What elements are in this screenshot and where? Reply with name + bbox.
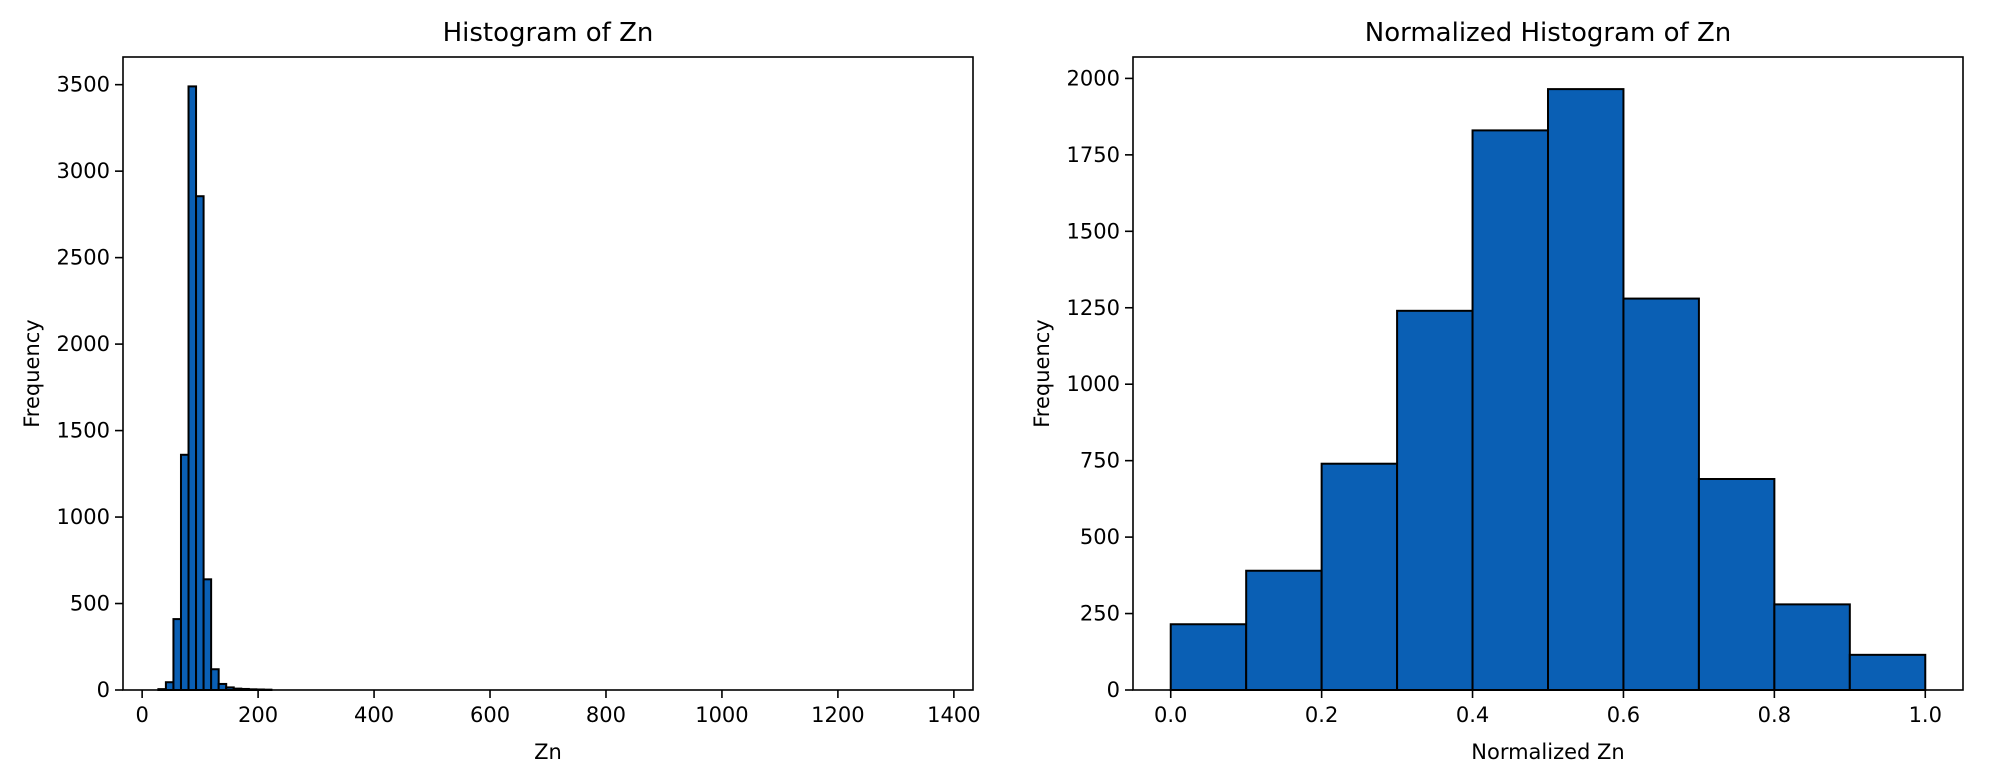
x-tick-label: 1400 [927,703,980,727]
histogram-bar [1773,603,1851,692]
bars [1169,88,1927,692]
y-tick-label: 1250 [1067,296,1120,320]
y-tick-label: 1500 [1067,219,1120,243]
y-tick-label: 250 [1080,602,1120,626]
y-tick-label: 500 [1080,525,1120,549]
y-tick-label: 0 [97,678,110,702]
histogram-bar [1848,653,1927,691]
y-tick-label: 3500 [57,73,110,97]
axis-ticks: 0 200 400 600 800 1000 1200 1400 0 500 1000 1500 200… [57,73,981,727]
chart-title: Histogram of Zn [443,18,654,48]
x-tick-label: 1.0 [1909,703,1942,727]
y-tick-label: 750 [1080,449,1120,473]
x-tick-label: 0.8 [1758,703,1791,727]
chart-title: Normalized Histogram of Zn [1365,18,1731,48]
histogram-bar [1396,309,1474,691]
histogram-bar [1320,462,1399,691]
histogram-zn-chart: Histogram of Zn Zn Frequency 0 200 400 600 8… [20,18,981,764]
x-tick-label: 0.4 [1456,703,1489,727]
x-tick-label: 200 [238,703,278,727]
normalized-histogram-zn-chart: Normalized Histogram of Zn Normalized Zn… [1030,18,1964,764]
y-tick-label: 500 [70,592,110,616]
y-axis-label: Frequency [20,319,44,428]
histogram-bar [179,453,190,692]
y-axis-label: Frequency [1030,319,1054,428]
y-tick-label: 3000 [57,159,110,183]
histogram-bar [217,682,228,691]
y-tick-label: 1500 [57,419,110,443]
x-tick-label: 1200 [811,703,864,727]
x-axis-label: Zn [534,740,562,764]
histogram-bar [187,85,198,692]
axis-ticks: 0.0 0.2 0.4 0.6 0.8 1.0 0 250 500 750 1000 1250 1500… [1067,66,1942,727]
plot-frame [1132,56,1964,691]
histogram-bar [1547,88,1625,691]
histogram-bar [1622,297,1700,691]
histogram-bar [164,681,175,692]
histogram-bar [172,618,182,691]
y-tick-label: 0 [1107,678,1120,702]
y-tick-label: 1000 [57,505,110,529]
y-tick-label: 1750 [1067,143,1120,167]
y-tick-label: 2500 [57,246,110,270]
x-tick-label: 1000 [695,703,748,727]
histogram-bar [210,668,220,692]
y-tick-label: 1000 [1067,372,1120,396]
x-tick-label: 800 [586,703,626,727]
histogram-bar [1169,623,1248,691]
histogram-bar [1471,129,1549,692]
bars [157,85,273,692]
x-tick-label: 0.0 [1154,703,1187,727]
x-tick-label: 600 [470,703,510,727]
x-tick-label: 0.6 [1607,703,1640,727]
y-tick-label: 2000 [1067,66,1120,90]
x-tick-label: 0.2 [1305,703,1338,727]
x-axis-label: Normalized Zn [1471,740,1624,764]
x-tick-label: 0 [135,703,148,727]
y-tick-label: 2000 [57,332,110,356]
histogram-bar [1697,478,1776,691]
x-tick-label: 400 [354,703,394,727]
histogram-bar [1245,569,1323,692]
histogram-bar [202,578,213,691]
plot-frame [122,56,974,691]
histogram-bar [195,195,205,691]
